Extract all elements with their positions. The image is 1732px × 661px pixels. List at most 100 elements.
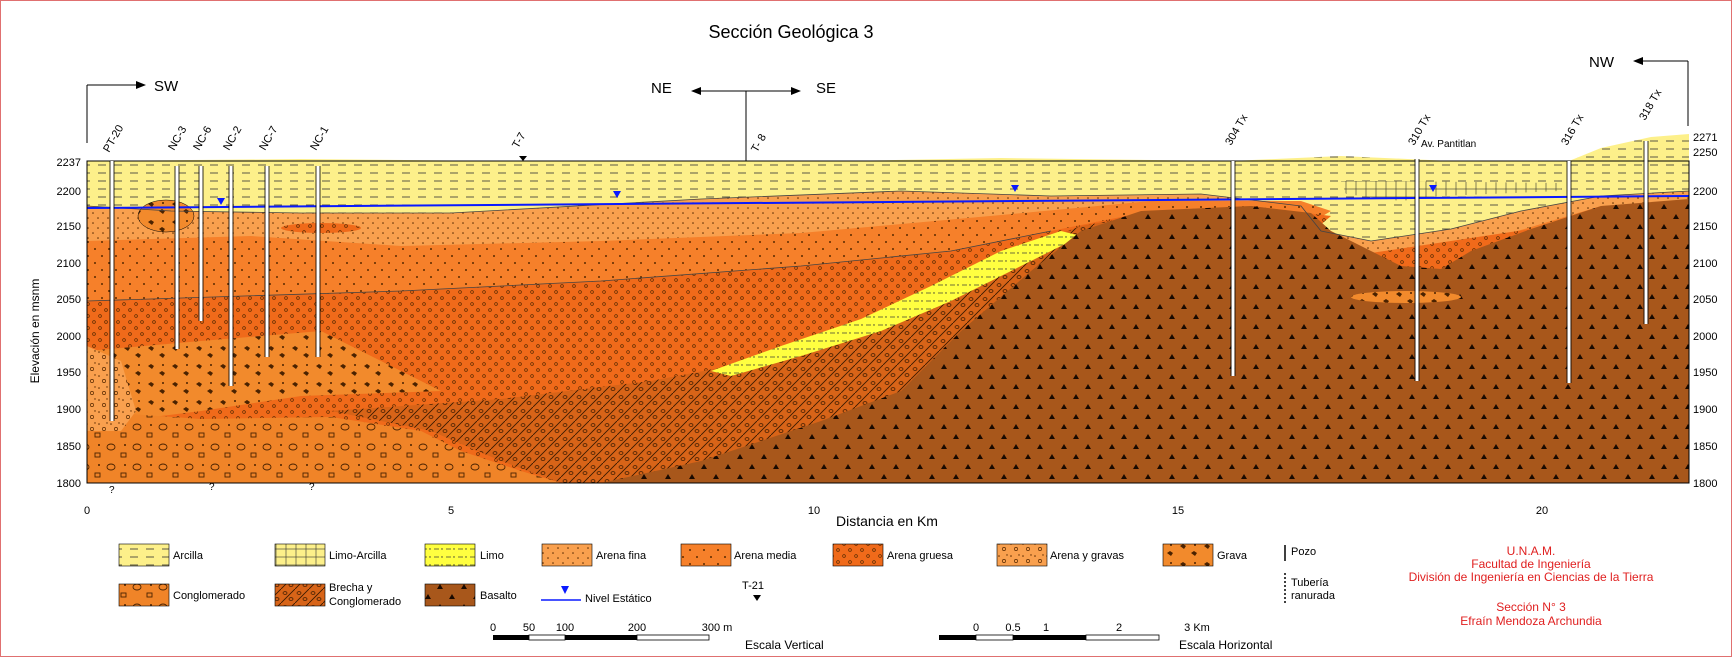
y-tick: 1850 [57,441,81,453]
well-casings [110,141,1648,421]
direction-sw: SW [86,78,179,143]
well-label: NC-7 [257,124,280,152]
well-outlines [109,141,1649,421]
scale-tick: 0 [973,622,979,634]
scale-horizontal: 0 0.5 1 2 3 Km Escala Horizontal [939,622,1272,652]
legend-label: Arcilla [173,550,204,562]
legend-label: Limo [480,550,504,562]
legend-label: Grava [1217,550,1248,562]
nivel-marker [217,198,225,205]
legend-swatch [541,543,593,567]
legend-swatch [996,543,1048,567]
legend-label: Arena media [734,550,797,562]
legend-label: Conglomerado [329,596,401,608]
y-tick: 1800 [1693,478,1717,490]
credit-line: U.N.A.M. [1507,544,1556,558]
layer-grava [87,331,441,421]
well-label: 318 Tx [1637,87,1664,122]
legend-marker-icon [753,595,761,601]
label-nw: NW [1589,54,1615,71]
legend-swatch [274,543,326,567]
credit-line: Efraín Mendoza Archundia [1460,614,1602,628]
y-tick: 2150 [57,221,81,233]
label-se: SE [816,80,836,97]
section-title: Sección Geológica 3 [708,22,873,42]
layer-limo-arcilla [1341,181,1561,201]
lens-grava-2 [1351,291,1461,303]
y-tick: 1850 [1693,441,1717,453]
legend-label: Arena fina [596,550,647,562]
legend-swatch [118,543,170,567]
legend-label: ranurada [1291,590,1336,602]
label-sw: SW [154,78,179,95]
legend-nivel-marker [561,586,569,594]
legend-label: Tubería [1291,577,1329,589]
y-tick: 1950 [57,367,81,379]
scale-tick: 3 Km [1184,622,1210,634]
legend-label: Brecha y [329,582,373,594]
legend-label: T-21 [742,580,764,592]
well-label: 304 Tx [1223,112,1250,147]
y-tick: 2050 [57,294,81,306]
well-label: NC-3 [166,124,189,152]
legend-label: Basalto [480,590,517,602]
legend-label: Pozo [1291,546,1316,558]
layer-brecha [331,219,1121,483]
legend-label: Limo-Arcilla [329,550,387,562]
place-label: Av. Pantitlan [1421,139,1476,150]
y-tick: 2237 [57,157,81,169]
lens-arena [281,223,361,233]
nivel-marker [1429,185,1437,192]
section-body [86,134,1690,484]
unknown-mark: ? [209,482,215,493]
well-label: T-7 [510,131,528,151]
y-axis-right: 2271 2250 2200 2150 2100 2050 2000 1950 … [1693,132,1717,490]
legend-swatch [424,543,476,567]
x-tick: 0 [84,505,90,517]
direction-nw: NW [1589,54,1689,126]
x-tick: 5 [448,505,454,517]
y-tick: 2200 [57,186,81,198]
y-tick: 2100 [57,258,81,270]
marker-t7 [519,156,527,161]
x-tick: 15 [1172,505,1184,517]
scale-tick: 0 [490,622,496,634]
scale-tick: 200 [628,622,646,634]
x-tick: 20 [1536,505,1548,517]
legend-swatch [832,543,884,567]
y-tick: 2150 [1693,221,1717,233]
legend-swatch [680,543,732,567]
credit-line: División de Ingeniería en Ciencias de la… [1409,570,1654,584]
y-tick: 2100 [1693,258,1717,270]
well-label: PT-20 [101,123,126,154]
scale-tick: 0.5 [1005,622,1020,634]
scale-tick: 50 [523,622,535,634]
y-tick: 1950 [1693,367,1717,379]
y-axis-left: 2237 2200 2150 2100 2050 2000 1950 1900 … [57,157,81,490]
well-label: T- 8 [749,132,769,154]
y-tick: 1900 [57,404,81,416]
well-label: NC-6 [191,124,214,152]
legend: Arcilla Limo-Arcilla Limo Arena fina Are… [118,543,1336,608]
section-frame [86,160,1690,484]
y-tick: 1800 [57,478,81,490]
scale-label: Escala Horizontal [1179,638,1272,652]
well-label: 316 Tx [1559,112,1586,147]
well-label: NC-2 [221,124,244,152]
y-tick: 2250 [1693,147,1717,159]
y-tick: 1900 [1693,404,1717,416]
legend-label: Nivel Estático [585,593,652,605]
y-tick: 2200 [1693,186,1717,198]
credit-line: Facultad de Ingeniería [1471,557,1591,571]
y-tick: 2271 [1693,132,1717,144]
direction-ne-se: NE SE [651,80,836,166]
scale-tick: 100 [556,622,574,634]
x-axis: 0 5 10 15 20 [84,505,1548,517]
y-axis-label: Elevación en msnm [28,279,42,384]
legend-swatch [424,583,476,607]
scale-vertical: 0 50 100 200 300 m Escala Vertical [490,622,824,652]
scale-label: Escala Vertical [745,638,824,652]
nivel-marker [1011,185,1019,192]
layer-conglomerado [87,411,561,483]
